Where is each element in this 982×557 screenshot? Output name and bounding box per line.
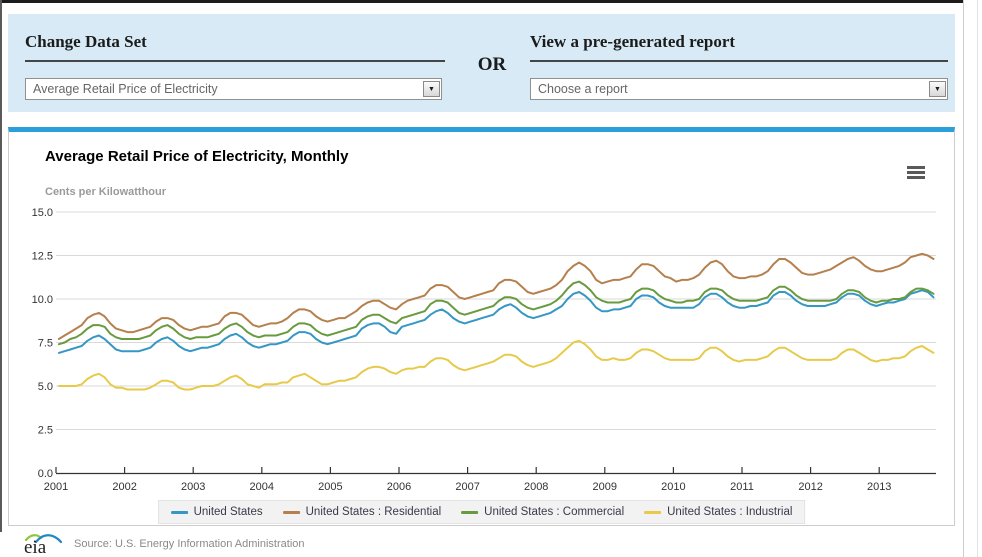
x-tick-label: 2004 bbox=[250, 481, 274, 493]
window-right-border bbox=[963, 0, 964, 557]
legend-label: United States : Commercial bbox=[484, 506, 625, 518]
series-line-1[interactable] bbox=[57, 252, 935, 340]
dataset-select-value: Average Retail Price of Electricity bbox=[33, 82, 218, 96]
legend-label: United States : Residential bbox=[305, 506, 442, 518]
x-tick-label: 2007 bbox=[455, 481, 479, 493]
window-left-border bbox=[0, 0, 2, 532]
chart-legend: United States United States : Residential… bbox=[157, 500, 806, 524]
report-select[interactable]: Choose a report ▼ bbox=[530, 78, 948, 100]
chart-card: Average Retail Price of Electricity, Mon… bbox=[8, 127, 955, 526]
y-tick-label: 15.0 bbox=[32, 207, 53, 219]
change-dataset-section: Change Data Set bbox=[25, 32, 445, 62]
legend-item-1[interactable]: United States : Residential bbox=[282, 506, 442, 518]
x-tick-label: 2010 bbox=[661, 481, 685, 493]
y-tick-label: 10.0 bbox=[32, 294, 53, 306]
x-tick-label: 2006 bbox=[387, 481, 411, 493]
scrollbar-edge bbox=[977, 0, 978, 557]
x-tick-label: 2012 bbox=[798, 481, 822, 493]
x-tick-label: 2013 bbox=[867, 481, 891, 493]
line-chart[interactable]: 0.0 2.5 5.0 7.5 10.0 12.5 15.0 2001 2002 2003 2004… bbox=[9, 202, 954, 496]
dropdown-arrow-icon[interactable]: ▼ bbox=[929, 81, 946, 97]
dropdown-arrow-icon[interactable]: ▼ bbox=[423, 81, 440, 97]
x-tick-label: 2005 bbox=[318, 481, 342, 493]
x-tick-label: 2009 bbox=[593, 481, 617, 493]
series-line-0[interactable] bbox=[57, 289, 935, 354]
y-tick-label: 2.5 bbox=[38, 425, 53, 437]
x-tick-label: 2008 bbox=[524, 481, 548, 493]
x-tick-label: 2011 bbox=[730, 481, 754, 493]
chart-title: Average Retail Price of Electricity, Mon… bbox=[45, 148, 349, 165]
legend-item-0[interactable]: United States bbox=[170, 506, 263, 518]
window-top-border bbox=[0, 0, 963, 3]
legend-label: United States : Industrial bbox=[667, 506, 793, 518]
change-dataset-heading: Change Data Set bbox=[25, 32, 445, 62]
svg-text:eia: eia bbox=[24, 537, 47, 557]
x-tick-label: 2002 bbox=[112, 481, 136, 493]
hamburger-menu-icon[interactable] bbox=[907, 166, 925, 181]
data-selection-panel: Change Data Set Average Retail Price of … bbox=[8, 14, 955, 112]
legend-swatch-icon bbox=[170, 510, 188, 514]
legend-swatch-icon bbox=[644, 510, 662, 514]
y-tick-label: 5.0 bbox=[38, 381, 53, 393]
legend-item-3[interactable]: United States : Industrial bbox=[644, 506, 792, 518]
footer: eia Source: U.S. Energy Information Admi… bbox=[8, 530, 305, 557]
y-axis-caption: Cents per Kilowatthour bbox=[45, 186, 167, 198]
legend-swatch-icon bbox=[461, 510, 479, 514]
y-tick-label: 7.5 bbox=[38, 338, 53, 350]
pregenerated-report-section: View a pre-generated report bbox=[530, 32, 948, 62]
eia-logo: eia bbox=[24, 534, 63, 557]
legend-item-2[interactable]: United States : Commercial bbox=[461, 506, 624, 518]
y-tick-label: 12.5 bbox=[32, 251, 53, 263]
series-line-3[interactable] bbox=[57, 339, 935, 391]
series-line-2[interactable] bbox=[57, 280, 935, 346]
or-label: OR bbox=[477, 54, 507, 75]
legend-swatch-icon bbox=[282, 510, 300, 514]
pregenerated-report-heading: View a pre-generated report bbox=[530, 32, 948, 62]
legend-label: United States bbox=[193, 506, 263, 518]
dataset-select[interactable]: Average Retail Price of Electricity ▼ bbox=[25, 78, 442, 100]
source-text: Source: U.S. Energy Information Administ… bbox=[74, 538, 305, 550]
x-tick-label: 2003 bbox=[181, 481, 205, 493]
x-tick-label: 2001 bbox=[44, 481, 68, 493]
report-select-value: Choose a report bbox=[538, 82, 628, 96]
y-tick-label: 0.0 bbox=[38, 468, 53, 480]
